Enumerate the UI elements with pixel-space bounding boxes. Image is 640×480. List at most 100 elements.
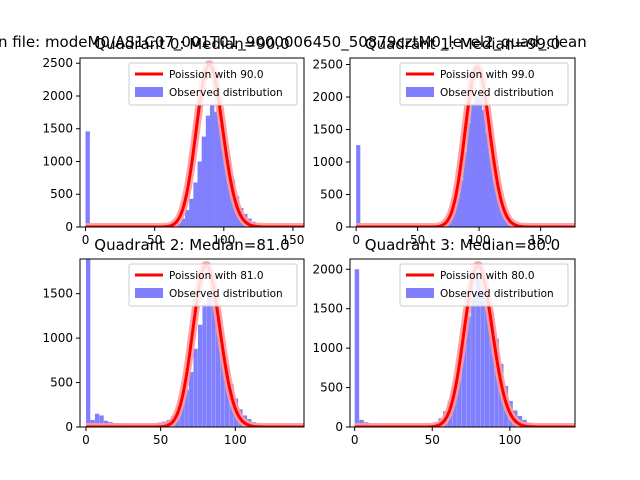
histogram-bar — [500, 209, 505, 227]
histogram-bar — [477, 97, 483, 227]
legend-label-poisson: Poission with 80.0 — [440, 270, 535, 282]
y-tick-label: 1500 — [312, 123, 343, 137]
x-tick-label: 100 — [468, 233, 491, 247]
x-tick-label: 0 — [351, 433, 359, 447]
figure-suptitle: n file: modeM0/AS1C07_001T01_9000006450_… — [0, 33, 587, 52]
histogram-bar — [475, 278, 481, 427]
legend-label-poisson: Poission with 99.0 — [440, 69, 535, 81]
histogram-bar — [488, 155, 494, 227]
histogram-bar — [466, 123, 471, 227]
subplot-title: Quadrant 2: Median=81.0 — [94, 236, 289, 254]
subplot-title: Quadrant 0: Median=90.0 — [94, 35, 289, 53]
histogram-bar — [226, 160, 231, 227]
histogram-bar — [455, 198, 460, 227]
y-tick-label: 0 — [335, 420, 343, 434]
histogram-bar — [461, 341, 467, 427]
histogram-bar — [94, 413, 100, 427]
x-tick-label: 50 — [153, 433, 168, 447]
histogram-bar — [471, 292, 476, 427]
legend-box — [399, 263, 569, 307]
histogram-bar — [202, 304, 207, 427]
histogram-bar — [99, 415, 104, 427]
histogram-bar — [184, 389, 189, 427]
axes-frame — [79, 258, 305, 428]
axes-frame — [349, 258, 576, 428]
y-tick-label: 2500 — [312, 58, 343, 72]
legend-label-observed: Observed distribution — [169, 87, 283, 99]
histogram-bar — [85, 131, 90, 227]
histogram-bar — [466, 316, 471, 427]
legend-bar-swatch — [406, 288, 434, 298]
legend-label-poisson: Poission with 90.0 — [169, 69, 264, 81]
x-tick-label: 100 — [498, 433, 521, 447]
histogram-bar — [193, 348, 198, 427]
histogram-bar — [463, 152, 468, 227]
histogram-bar — [218, 124, 223, 227]
y-tick-label: 500 — [320, 381, 343, 395]
y-tick-label: 1000 — [42, 154, 73, 168]
x-tick-label: 50 — [425, 433, 440, 447]
histogram-bar — [197, 324, 203, 427]
legend-label-poisson: Poission with 81.0 — [169, 270, 264, 282]
legend-bar-swatch — [406, 87, 434, 97]
histogram-bar — [220, 342, 225, 427]
histogram-bar — [197, 161, 202, 227]
histogram-bar — [206, 297, 212, 427]
histogram-bar — [481, 110, 486, 227]
x-tick-label: 50 — [410, 233, 425, 247]
y-tick-label: 1000 — [42, 331, 73, 345]
y-tick-label: 1500 — [312, 302, 343, 316]
x-tick-label: 100 — [212, 233, 235, 247]
histogram-bar — [176, 223, 182, 227]
legend: Poission with 90.0 Observed distribution — [128, 62, 298, 106]
x-tick-label: 50 — [147, 233, 162, 247]
histogram-bar — [209, 104, 215, 227]
histogram-bar — [180, 403, 185, 427]
histogram-bar — [193, 182, 198, 227]
legend-box — [128, 62, 298, 106]
legend-bar-swatch — [135, 87, 163, 97]
x-tick-label: 0 — [82, 233, 90, 247]
y-tick-label: 500 — [320, 188, 343, 202]
y-tick-label: 1000 — [312, 341, 343, 355]
y-tick-label: 1500 — [42, 122, 73, 136]
x-tick-label: 150 — [281, 233, 304, 247]
x-tick-label: 0 — [82, 433, 90, 447]
plot-area — [353, 63, 575, 227]
legend-label-observed: Observed distribution — [169, 288, 283, 300]
histogram-bar — [459, 180, 464, 227]
legend-label-observed: Observed distribution — [440, 87, 554, 99]
histogram-bar — [222, 141, 227, 227]
legend-box — [128, 263, 298, 307]
histogram-bar — [485, 291, 490, 427]
legend: Poission with 80.0 Observed distribution — [399, 263, 569, 307]
subplot-title: Quadrant 3: Median=80.0 — [365, 236, 560, 254]
legend-bar-swatch — [135, 288, 163, 298]
legend-box — [399, 62, 569, 106]
axes-frame — [79, 57, 305, 228]
histogram-bar — [85, 259, 91, 427]
x-tick-label: 0 — [352, 233, 360, 247]
legend: Poission with 81.0 Observed distribution — [128, 263, 298, 307]
x-tick-label: 150 — [529, 233, 552, 247]
histogram-bar — [470, 103, 475, 227]
histogram-bar — [201, 136, 207, 227]
y-tick-label: 2500 — [42, 56, 73, 70]
y-tick-label: 1000 — [312, 155, 343, 169]
legend-label-observed: Observed distribution — [440, 288, 554, 300]
y-tick-label: 0 — [335, 220, 343, 234]
histogram-bar — [354, 269, 360, 427]
poisson-curve — [355, 65, 575, 227]
axes-frame — [349, 57, 576, 228]
histogram-bar — [224, 364, 230, 427]
histogram-bar — [180, 218, 186, 227]
histogram-bar — [492, 181, 497, 227]
histogram-bar — [494, 338, 499, 427]
histogram-bar — [189, 198, 194, 227]
histogram-bar — [485, 132, 490, 227]
